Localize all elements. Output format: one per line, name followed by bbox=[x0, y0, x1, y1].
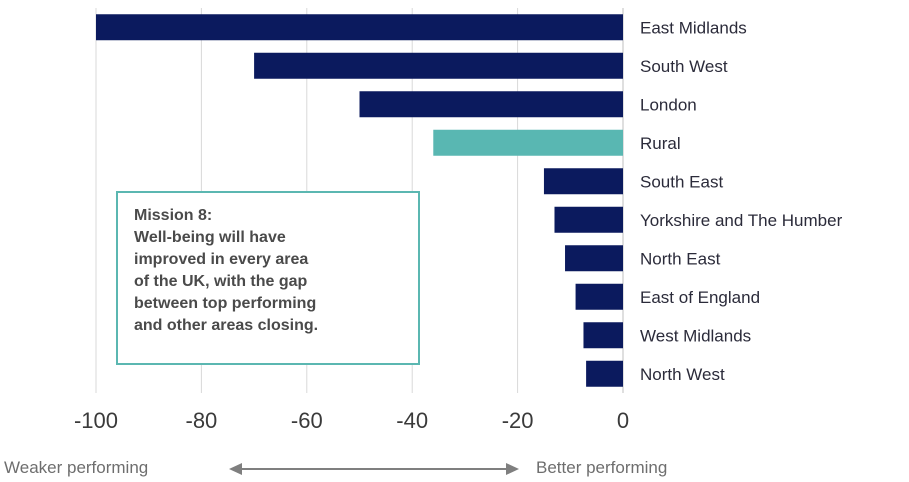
x-tick-label: -100 bbox=[74, 408, 118, 433]
x-tick-label: -20 bbox=[502, 408, 534, 433]
category-labels: East Midlands South West London Rural South … bbox=[640, 18, 843, 384]
bar bbox=[433, 129, 623, 156]
category-label: London bbox=[640, 95, 697, 114]
category-label: North East bbox=[640, 249, 721, 268]
bar bbox=[575, 283, 623, 310]
mission-callout: Mission 8: Well-being will have improved… bbox=[116, 191, 420, 365]
category-label: East Midlands bbox=[640, 18, 747, 37]
x-tick-label: 0 bbox=[617, 408, 629, 433]
category-label: South East bbox=[640, 172, 723, 191]
callout-line: improved in every area bbox=[134, 251, 309, 268]
callout-line: and other areas closing. bbox=[134, 317, 319, 334]
arrow-right-icon bbox=[506, 463, 519, 475]
callout-line: between top performing bbox=[134, 295, 317, 312]
category-label: North West bbox=[640, 365, 725, 384]
weaker-performing-label: Weaker performing bbox=[4, 458, 149, 477]
performance-arrow bbox=[229, 463, 519, 475]
bar bbox=[565, 245, 623, 272]
better-performing-label: Better performing bbox=[536, 458, 668, 477]
callout-line: Mission 8: bbox=[134, 207, 213, 224]
callout-line: Well-being will have bbox=[134, 229, 286, 246]
x-tick-label: -60 bbox=[291, 408, 323, 433]
x-tick-label: -80 bbox=[186, 408, 218, 433]
arrow-left-icon bbox=[229, 463, 242, 475]
category-label: Rural bbox=[640, 134, 681, 153]
x-axis-tick-labels: -100 -80 -60 -40 -20 0 bbox=[74, 408, 629, 433]
bar bbox=[586, 360, 623, 387]
x-tick-label: -40 bbox=[396, 408, 428, 433]
bar bbox=[543, 168, 623, 195]
bar bbox=[359, 91, 623, 118]
category-label: West Midlands bbox=[640, 326, 751, 345]
bar bbox=[96, 14, 623, 41]
callout-line: of the UK, with the gap bbox=[134, 273, 308, 290]
category-label: Yorkshire and The Humber bbox=[640, 211, 843, 230]
category-label: South West bbox=[640, 57, 728, 76]
bars bbox=[96, 14, 623, 387]
category-label: East of England bbox=[640, 288, 760, 307]
bar bbox=[554, 206, 623, 233]
bar bbox=[583, 322, 623, 349]
bar bbox=[254, 52, 623, 79]
